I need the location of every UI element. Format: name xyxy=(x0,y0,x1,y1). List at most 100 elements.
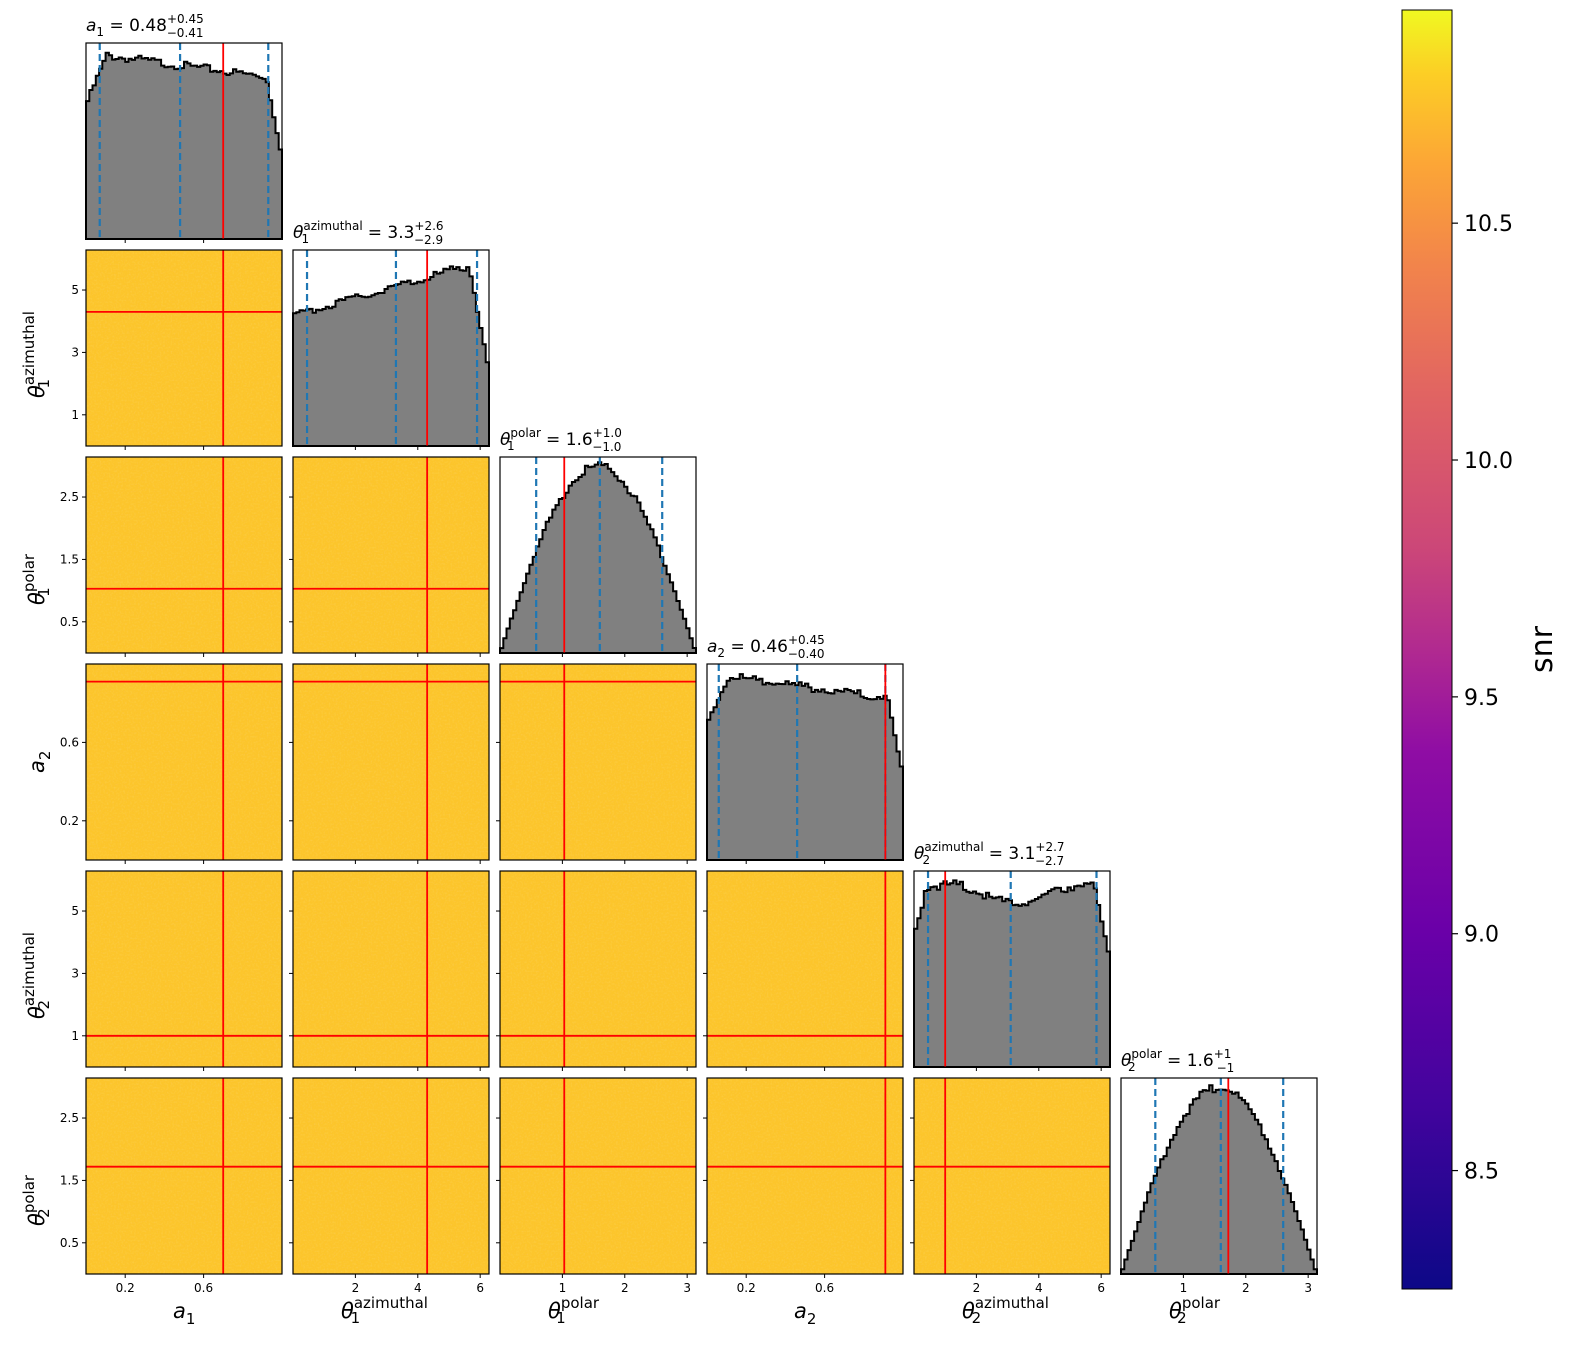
y-axis-label-a2: a2 xyxy=(25,751,54,773)
scatter-panel-a1-theta2_pol: 0.2 0.6 0.5 1.5 2.5 xyxy=(60,1077,283,1295)
panel-title: θpolar 2 = 1.6+1 −1 xyxy=(1121,1047,1234,1075)
y-axis-label-group: θpolar2 xyxy=(20,1174,53,1226)
x-tick-label: 2 xyxy=(352,1281,360,1295)
hist-panel-theta2_az: θazimuthal 2 = 3.1+2.7 −2.7 xyxy=(913,840,1111,1071)
panel-frame xyxy=(292,456,490,654)
panel-title: θpolar 1 = 1.6+1.0 −1.0 xyxy=(500,426,622,454)
scatter-panel-a1-theta2_az: 1 3 5 xyxy=(71,870,283,1071)
x-tick-label: 2 xyxy=(1242,1281,1250,1295)
panel-frame xyxy=(913,870,1111,1068)
panel-frame xyxy=(85,456,283,654)
scatter-texture-low xyxy=(86,250,282,446)
panel-frame xyxy=(706,870,904,1068)
panel-frame xyxy=(292,663,490,861)
x-tick-label: 4 xyxy=(414,1281,422,1295)
hist-panel-theta1_az: θazimuthal 1 = 3.3+2.6 −2.9 xyxy=(292,219,490,450)
histogram-bars xyxy=(706,673,904,861)
panel-title: a1 = 0.48+0.45 −0.41 xyxy=(86,12,204,40)
panel-frame xyxy=(292,870,490,1068)
colorbar-tick-label: 10.5 xyxy=(1464,212,1513,237)
colorbar-tick-label: 8.5 xyxy=(1464,1160,1499,1185)
scatter-texture-low xyxy=(500,871,696,1067)
x-tick-label: 6 xyxy=(1097,1281,1105,1295)
scatter-panel-a1-theta1_az: 1 3 5 xyxy=(71,249,283,450)
x-tick-label: 3 xyxy=(1304,1281,1312,1295)
y-tick-label: 1.5 xyxy=(60,552,79,566)
x-tick-label: 0.6 xyxy=(815,1281,834,1295)
scatter-panel-a1-a2: 0.2 0.6 xyxy=(60,663,283,864)
x-tick-label: 6 xyxy=(476,1281,484,1295)
y-tick-label: 0.6 xyxy=(60,735,79,749)
x-tick-label: 0.2 xyxy=(737,1281,756,1295)
scatter-panel-theta1_pol-theta2_az xyxy=(496,870,697,1071)
scatter-panel-theta1_pol-a2 xyxy=(496,663,697,864)
colorbar: 8.5 9.0 9.5 10.0 10.5 snr xyxy=(1401,9,1560,1290)
colorbar-gradient xyxy=(1401,9,1453,1290)
panel-frame xyxy=(85,249,283,447)
colorbar-tick-label: 9.0 xyxy=(1464,923,1499,948)
colorbar-tick-label: 9.5 xyxy=(1464,686,1499,711)
scatter-panel-theta1_az-theta2_pol: 2 4 6 xyxy=(289,1077,490,1295)
hist-panel-theta2_pol: θpolar 2 = 1.6+1 −1 1 2 3 xyxy=(1120,1047,1318,1295)
scatter-texture-low xyxy=(86,1078,282,1274)
scatter-panel-a2-theta2_az xyxy=(703,870,904,1071)
x-tick-label: 2 xyxy=(621,1281,629,1295)
colorbar-label-group: snr xyxy=(1525,625,1560,673)
histogram-bars xyxy=(499,461,697,654)
y-tick-label: 1.5 xyxy=(60,1173,79,1187)
colorbar-label: snr xyxy=(1525,625,1560,673)
panel-grid: a1 = 0.48+0.45 −0.41 1 3 5 θazimuthal 1 = 3.3+… xyxy=(20,12,1318,1328)
scatter-texture-low xyxy=(707,871,903,1067)
y-tick-label: 3 xyxy=(71,345,79,359)
panel-frame xyxy=(913,1077,1111,1275)
y-tick-label: 0.5 xyxy=(60,1236,79,1250)
x-axis-label-a1: a1 xyxy=(173,1299,195,1328)
y-axis-label-theta2_pol: θpolar2 xyxy=(20,1174,53,1226)
panel-frame xyxy=(292,1077,490,1275)
scatter-texture-low xyxy=(914,1078,1110,1274)
y-axis-label-group: θazimuthal2 xyxy=(20,932,53,1019)
scatter-texture-low xyxy=(293,871,489,1067)
panel-frame xyxy=(499,663,697,861)
panel-frame xyxy=(1120,1077,1318,1275)
panel-frame xyxy=(499,456,697,654)
hist-panel-a1: a1 = 0.48+0.45 −0.41 xyxy=(85,12,283,243)
histogram-bars xyxy=(85,51,283,240)
y-axis-label-group: a2 xyxy=(25,751,54,773)
scatter-panel-a1-theta1_pol: 0.5 1.5 2.5 xyxy=(60,456,283,657)
x-tick-label: 4 xyxy=(1035,1281,1043,1295)
scatter-texture-low xyxy=(293,664,489,860)
scatter-texture-low xyxy=(500,1078,696,1274)
x-tick-label: 2 xyxy=(973,1281,981,1295)
y-axis-label-theta1_pol: θpolar1 xyxy=(20,553,53,605)
y-tick-label: 2.5 xyxy=(60,1111,79,1125)
scatter-panel-a2-theta2_pol: 0.2 0.6 xyxy=(703,1077,904,1295)
panel-frame xyxy=(85,42,283,240)
x-tick-label: 0.6 xyxy=(194,1281,213,1295)
x-axis-label-theta2_az: θazimuthal 2 xyxy=(962,1294,1049,1327)
scatter-texture-low xyxy=(500,664,696,860)
scatter-panel-theta1_pol-theta2_pol: 1 2 3 xyxy=(496,1077,697,1295)
y-tick-label: 3 xyxy=(71,966,79,980)
scatter-panel-theta1_az-theta2_az xyxy=(289,870,490,1071)
scatter-texture-low xyxy=(707,1078,903,1274)
y-axis-label-group: θpolar1 xyxy=(20,553,53,605)
scatter-panel-theta2_az-theta2_pol: 2 4 6 xyxy=(910,1077,1111,1295)
y-tick-label: 0.5 xyxy=(60,615,79,629)
panel-frame xyxy=(706,663,904,861)
scatter-texture-low xyxy=(86,664,282,860)
y-tick-label: 2.5 xyxy=(60,490,79,504)
y-axis-label-theta2_az: θazimuthal2 xyxy=(20,932,53,1019)
panel-frame xyxy=(292,249,490,447)
histogram-bars xyxy=(1120,1084,1318,1275)
y-tick-label: 1 xyxy=(71,1029,79,1043)
y-axis-label-theta1_az: θazimuthal1 xyxy=(20,311,53,398)
hist-panel-a2: a2 = 0.46+0.45 −0.40 xyxy=(706,633,904,864)
panel-frame xyxy=(499,1077,697,1275)
scatter-panel-theta1_az-theta1_pol xyxy=(289,456,490,657)
scatter-panel-theta1_az-a2 xyxy=(289,663,490,864)
scatter-texture-low xyxy=(86,457,282,653)
x-axis-label-theta1_az: θazimuthal 1 xyxy=(341,1294,428,1327)
x-tick-label: 0.2 xyxy=(116,1281,135,1295)
